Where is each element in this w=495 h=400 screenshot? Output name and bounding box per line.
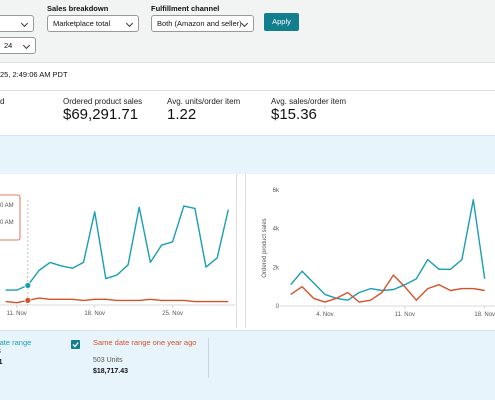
charts: 11. Nov 18. Nov 25. Nov 0 AM 0 AM 4. Nov 11. N… [0, 188, 495, 318]
tooltip-text: 0 AM [0, 220, 14, 226]
timestamp: 25, 2:49:06 AM PDT [0, 70, 68, 79]
chart-panel [245, 174, 495, 328]
legend-sales: $18,717.43 [93, 368, 129, 375]
metric-value: $69,291.71 [63, 106, 139, 123]
y-tick-label: 2k [273, 265, 280, 271]
checkmark [72, 342, 79, 348]
x-tick-label: 11. Nov [395, 312, 415, 318]
x-tick-label: 18. Nov [84, 311, 105, 317]
legend-units: Units [0, 348, 1, 355]
checkbox[interactable] [71, 340, 80, 349]
chart-panel [0, 174, 237, 328]
tooltip-text: 0 AM [0, 203, 14, 209]
divider [0, 90, 495, 91]
dropdown[interactable] [0, 15, 34, 32]
hover-point [24, 282, 32, 289]
metric-value: $15.36 [271, 106, 317, 123]
dropdown[interactable]: Both (Amazon and seller) [151, 15, 254, 32]
x-tick-label: 11. Nov [7, 311, 27, 317]
series-line [5, 205, 229, 291]
apply-button[interactable]: Apply [264, 13, 299, 31]
y-tick-label: 4k [273, 227, 280, 233]
dropdown[interactable]: Marketplace total [47, 15, 139, 32]
metric-label: Avg. units/order item [167, 97, 241, 106]
x-tick-label: 25. Nov [162, 311, 183, 317]
y-tick-label: 0 [276, 304, 280, 310]
x-tick-label: 18. Nov [474, 312, 495, 318]
info-band [0, 135, 495, 174]
divider [208, 338, 209, 378]
date-input[interactable]: 24 [0, 37, 36, 54]
legend-units: 503 Units [93, 357, 123, 364]
metric-label: Ordered product sales [63, 97, 143, 106]
metric-label: d [0, 97, 5, 106]
series-line [290, 274, 485, 303]
tooltip [0, 194, 21, 241]
legend-sales: 91.71 [0, 359, 3, 366]
series-line [290, 199, 486, 301]
y-tick-label: 6k [273, 188, 280, 194]
metric-label: Avg. sales/order item [271, 97, 346, 106]
metric-value: 1.22 [167, 106, 197, 123]
legend-label[interactable]: ed date range [0, 338, 32, 347]
filter-label: Sales breakdown [47, 4, 109, 13]
legend-band [0, 330, 495, 400]
y-axis-title: Ordered product sales [262, 218, 268, 277]
legend-label[interactable]: Same date range one year ago [93, 338, 197, 347]
x-tick-label: 4. Nov [316, 312, 333, 318]
filter-label: Fulfillment channel [151, 4, 220, 13]
hover-point [24, 296, 32, 304]
series-line [5, 297, 229, 304]
